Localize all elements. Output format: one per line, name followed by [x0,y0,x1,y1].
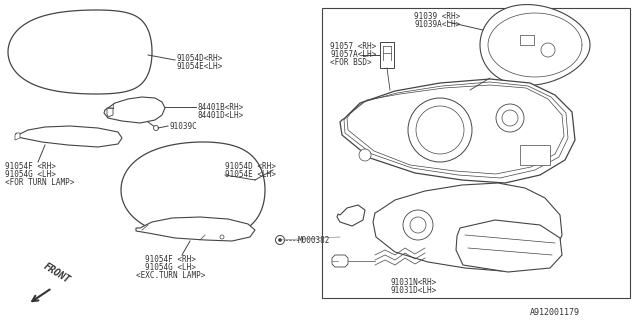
Polygon shape [480,4,590,85]
Bar [520,35,534,45]
Polygon shape [136,217,255,241]
Text: 91054D <RH>: 91054D <RH> [225,162,276,171]
Text: 91054D<RH>: 91054D<RH> [176,54,222,63]
Circle shape [403,210,433,240]
Circle shape [416,106,464,154]
Text: 91057A<LH>: 91057A<LH> [330,50,376,59]
Polygon shape [373,183,562,271]
Circle shape [410,217,426,233]
Text: 91031D<LH>: 91031D<LH> [390,286,436,295]
Circle shape [278,238,282,242]
Text: <EXC.TURN LAMP>: <EXC.TURN LAMP> [136,271,205,280]
Polygon shape [121,142,265,238]
Bar [520,145,550,165]
Text: A912001179: A912001179 [530,308,580,317]
Circle shape [220,235,224,239]
Polygon shape [15,133,20,140]
Bar [322,8,630,298]
Circle shape [154,125,159,131]
Text: 91039 <RH>: 91039 <RH> [414,12,460,21]
Polygon shape [107,108,113,117]
Text: M000382: M000382 [298,236,330,245]
Text: 91054E<LH>: 91054E<LH> [176,62,222,71]
Circle shape [408,98,472,162]
Polygon shape [16,126,122,147]
Polygon shape [340,79,575,183]
Polygon shape [104,97,165,123]
Text: 91054F <RH>: 91054F <RH> [145,255,196,264]
Text: 91054G <LH>: 91054G <LH> [5,170,56,179]
Text: 91039C: 91039C [169,122,196,131]
Circle shape [496,104,524,132]
Circle shape [541,43,555,57]
Text: <FOR BSD>: <FOR BSD> [330,58,372,67]
Circle shape [502,110,518,126]
Bar [380,42,394,68]
Text: FRONT: FRONT [42,261,72,285]
Polygon shape [8,10,152,94]
Text: 91057 <RH>: 91057 <RH> [330,42,376,51]
Text: 84401D<LH>: 84401D<LH> [197,111,243,120]
Circle shape [359,149,371,161]
Circle shape [275,236,285,244]
Polygon shape [337,205,365,226]
Polygon shape [456,220,562,272]
Text: <FOR TURN LAMP>: <FOR TURN LAMP> [5,178,74,187]
Text: 91054E <LH>: 91054E <LH> [225,170,276,179]
Text: 91054F <RH>: 91054F <RH> [5,162,56,171]
Text: 84401B<RH>: 84401B<RH> [197,103,243,112]
Circle shape [544,46,552,54]
Text: 91031N<RH>: 91031N<RH> [390,278,436,287]
Polygon shape [332,255,348,267]
Text: 91039A<LH>: 91039A<LH> [414,20,460,29]
Text: 91054G <LH>: 91054G <LH> [145,263,196,272]
